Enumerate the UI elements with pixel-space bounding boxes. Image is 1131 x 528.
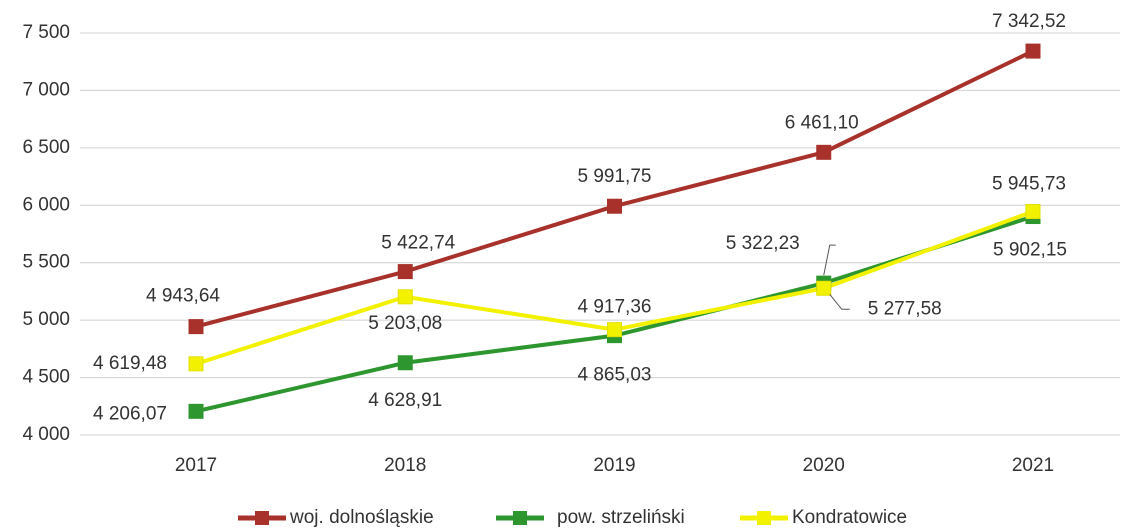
marker xyxy=(188,319,204,335)
data-label: 5 991,75 xyxy=(578,166,652,187)
data-label: 4 206,07 xyxy=(93,403,167,424)
y-tick-label: 6 000 xyxy=(22,194,70,215)
data-label: 4 619,48 xyxy=(93,353,167,374)
data-label: 5 322,23 xyxy=(726,233,800,254)
data-label: 5 277,58 xyxy=(868,298,942,319)
data-label: 4 865,03 xyxy=(578,365,652,386)
marker xyxy=(397,264,413,280)
marker xyxy=(397,355,413,371)
leader-line xyxy=(829,293,850,310)
marker xyxy=(188,403,204,419)
series-line xyxy=(195,49,1034,329)
legend-label: Kondratowice xyxy=(792,507,907,528)
legend-marker xyxy=(255,511,269,525)
marker xyxy=(607,198,622,214)
y-tick-label: 5 500 xyxy=(22,252,70,273)
data-label: 5 203,08 xyxy=(368,313,442,334)
data-label: 5 422,74 xyxy=(381,233,455,254)
data-label: 5 945,73 xyxy=(992,174,1066,195)
data-label: 7 342,52 xyxy=(992,11,1066,32)
marker xyxy=(816,144,832,160)
x-tick-label: 2019 xyxy=(593,455,635,476)
leader-line xyxy=(823,244,836,276)
marker xyxy=(1025,43,1041,59)
data-label: 4 628,91 xyxy=(368,390,442,411)
marker xyxy=(607,322,622,338)
legend-label: woj. dolnośląskie xyxy=(289,507,434,528)
y-tick-label: 7 500 xyxy=(22,22,70,43)
marker xyxy=(188,356,204,372)
legend-marker xyxy=(757,511,771,525)
y-tick-label: 7 000 xyxy=(22,79,70,100)
legend-label: pow. strzeliński xyxy=(557,507,685,528)
y-tick-label: 4 000 xyxy=(22,424,70,445)
x-tick-label: 2017 xyxy=(175,455,217,476)
data-label: 5 902,15 xyxy=(993,240,1067,261)
x-tick-label: 2021 xyxy=(1012,455,1054,476)
x-tick-label: 2020 xyxy=(803,455,845,476)
y-tick-label: 6 500 xyxy=(22,137,70,158)
data-label: 6 461,10 xyxy=(785,112,859,133)
data-label: 4 943,64 xyxy=(146,286,220,307)
marker xyxy=(816,280,832,296)
legend-marker xyxy=(513,511,527,525)
y-tick-label: 4 500 xyxy=(22,367,70,388)
x-tick-label: 2018 xyxy=(384,455,426,476)
marker xyxy=(397,289,413,305)
data-label: 4 917,36 xyxy=(578,297,652,318)
marker xyxy=(1025,204,1041,220)
y-tick-label: 5 000 xyxy=(22,309,70,330)
